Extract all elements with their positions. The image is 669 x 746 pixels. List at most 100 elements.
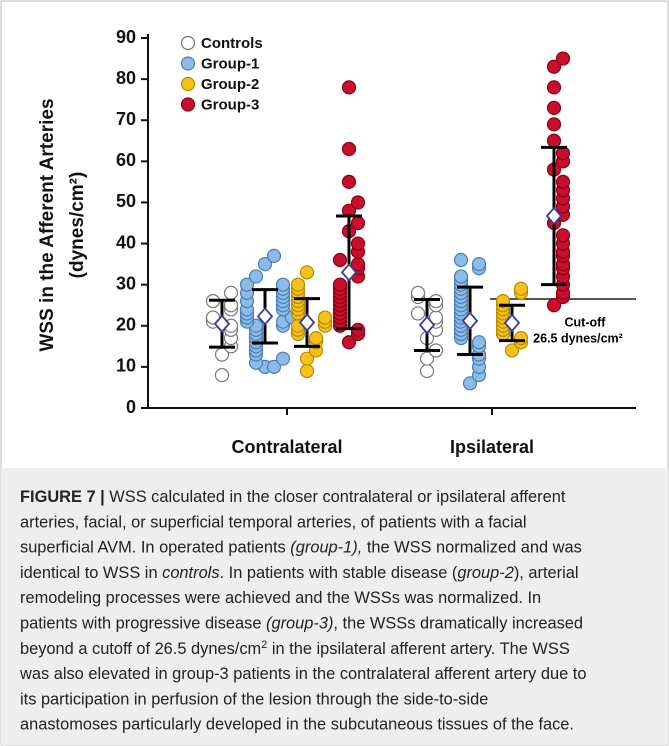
- data-point: [248, 269, 264, 284]
- data-point: [546, 80, 562, 95]
- y-tick-label: 30: [116, 273, 136, 293]
- data-point: [290, 277, 306, 292]
- data-point: [471, 257, 487, 272]
- data-point: [341, 174, 357, 189]
- data-point: [546, 59, 562, 74]
- caption-line: patients with progressive disease (group…: [20, 615, 583, 633]
- y-axis-title: WSS in the Afferent Arteries: [37, 98, 58, 351]
- y-tick-label: 80: [116, 68, 136, 88]
- mean-marker: [340, 262, 358, 282]
- caption-run: was also elevated in group-3 patients in…: [19, 665, 586, 683]
- data-point: [555, 228, 571, 243]
- caption-run: WSS calculated in the closer contralater…: [105, 488, 566, 506]
- data-point: [410, 306, 426, 321]
- data-point: [308, 331, 324, 346]
- cutoff-label: Cut-off: [565, 315, 607, 329]
- legend-label: Controls: [201, 35, 263, 52]
- caption-run: (group-3): [266, 615, 333, 633]
- data-point: [546, 117, 562, 132]
- y-tick-label: 40: [116, 232, 136, 252]
- data-point: [223, 285, 239, 300]
- data-point: [419, 351, 435, 366]
- mean-marker: [298, 313, 316, 332]
- legend-label: Group-3: [201, 96, 259, 113]
- x-tick-label: Ipsilateral: [450, 437, 534, 457]
- data-point: [317, 310, 333, 325]
- data-point: [546, 298, 562, 313]
- caption-line: arteries, facial, or superficial tempora…: [20, 513, 527, 531]
- y-tick-label: 10: [116, 356, 136, 376]
- caption-run: identical to WSS in: [20, 564, 162, 582]
- y-tick-label: 90: [116, 27, 136, 47]
- data-point: [410, 285, 426, 300]
- data-point: [275, 277, 291, 292]
- data-point: [513, 281, 529, 296]
- caption-line: its participation in perfusion of the le…: [20, 690, 488, 708]
- caption-run: beyond a cutoff of 26.5 dynes/cm: [20, 640, 261, 658]
- caption-run: its participation in perfusion of the le…: [20, 690, 488, 708]
- caption-line: identical to WSS in controls. In patient…: [20, 564, 579, 582]
- mean-marker: [503, 313, 521, 333]
- data-point: [546, 100, 562, 115]
- data-point: [341, 141, 357, 157]
- mean-marker: [461, 311, 479, 331]
- data-point: [341, 80, 357, 95]
- caption-line: superficial AVM. In operated patients (g…: [20, 539, 582, 557]
- caption-run: in the ipsilateral afferent artery. The …: [267, 640, 570, 658]
- cutoff-label: 26.5 dynes/cm²: [533, 331, 623, 345]
- legend-label: Group-2: [201, 76, 259, 93]
- legend-swatch: [180, 76, 196, 92]
- data-point: [350, 195, 366, 210]
- y-tick-label: 70: [116, 109, 136, 129]
- data-point: [257, 257, 273, 272]
- data-point: [428, 294, 444, 309]
- caption-run: ), arterial: [514, 564, 579, 582]
- data-point: [214, 368, 230, 383]
- mean-marker: [418, 315, 436, 335]
- data-point: [332, 277, 348, 292]
- caption-line: FIGURE 7 | WSS calculated in the closer …: [20, 488, 566, 506]
- legend-label: Group-1: [201, 55, 259, 72]
- caption-line: beyond a cutoff of 26.5 dynes/cm2 in the…: [20, 639, 570, 658]
- mean-marker: [545, 206, 563, 226]
- data-point: [299, 265, 315, 280]
- y-tick-label: 0: [126, 397, 136, 417]
- legend-swatch: [180, 97, 196, 112]
- data-point: [275, 351, 291, 366]
- x-tick-label: Contralateral: [231, 437, 342, 457]
- data-point: [453, 269, 469, 284]
- data-point: [555, 51, 571, 66]
- data-point: [546, 133, 562, 148]
- caption-run: anastomoses particularly developed in th…: [20, 716, 574, 734]
- data-point: [266, 359, 282, 374]
- caption-run: , the WSSs dramatically increased: [333, 615, 583, 633]
- y-tick-label: 20: [116, 315, 136, 335]
- y-tick-label: 50: [116, 191, 136, 211]
- caption-line: was also elevated in group-3 patients in…: [19, 665, 586, 683]
- mean-marker: [256, 306, 274, 326]
- caption-run: group-2: [457, 564, 514, 582]
- data-point: [341, 335, 357, 350]
- data-point: [299, 363, 315, 379]
- caption-run: 2: [261, 639, 267, 651]
- data-point: [266, 248, 282, 263]
- data-point: [332, 252, 348, 268]
- data-point: [471, 335, 487, 350]
- caption-run: FIGURE 7 |: [20, 488, 105, 506]
- caption-box: [1, 468, 668, 745]
- caption-run: superficial AVM. In operated patients: [20, 539, 290, 557]
- caption-run: patients with progressive disease: [20, 615, 266, 633]
- data-point: [350, 236, 366, 251]
- data-point: [453, 252, 469, 268]
- caption-line: anastomoses particularly developed in th…: [20, 716, 574, 734]
- caption-run: the WSS normalized and was: [362, 539, 582, 557]
- data-point: [299, 351, 315, 366]
- caption-run: arteries, facial, or superficial tempora…: [20, 513, 527, 531]
- mean-marker: [213, 314, 231, 334]
- data-point: [462, 376, 478, 391]
- data-point: [239, 277, 255, 292]
- caption-run: (group-1),: [290, 539, 362, 557]
- legend-swatch: [180, 35, 196, 51]
